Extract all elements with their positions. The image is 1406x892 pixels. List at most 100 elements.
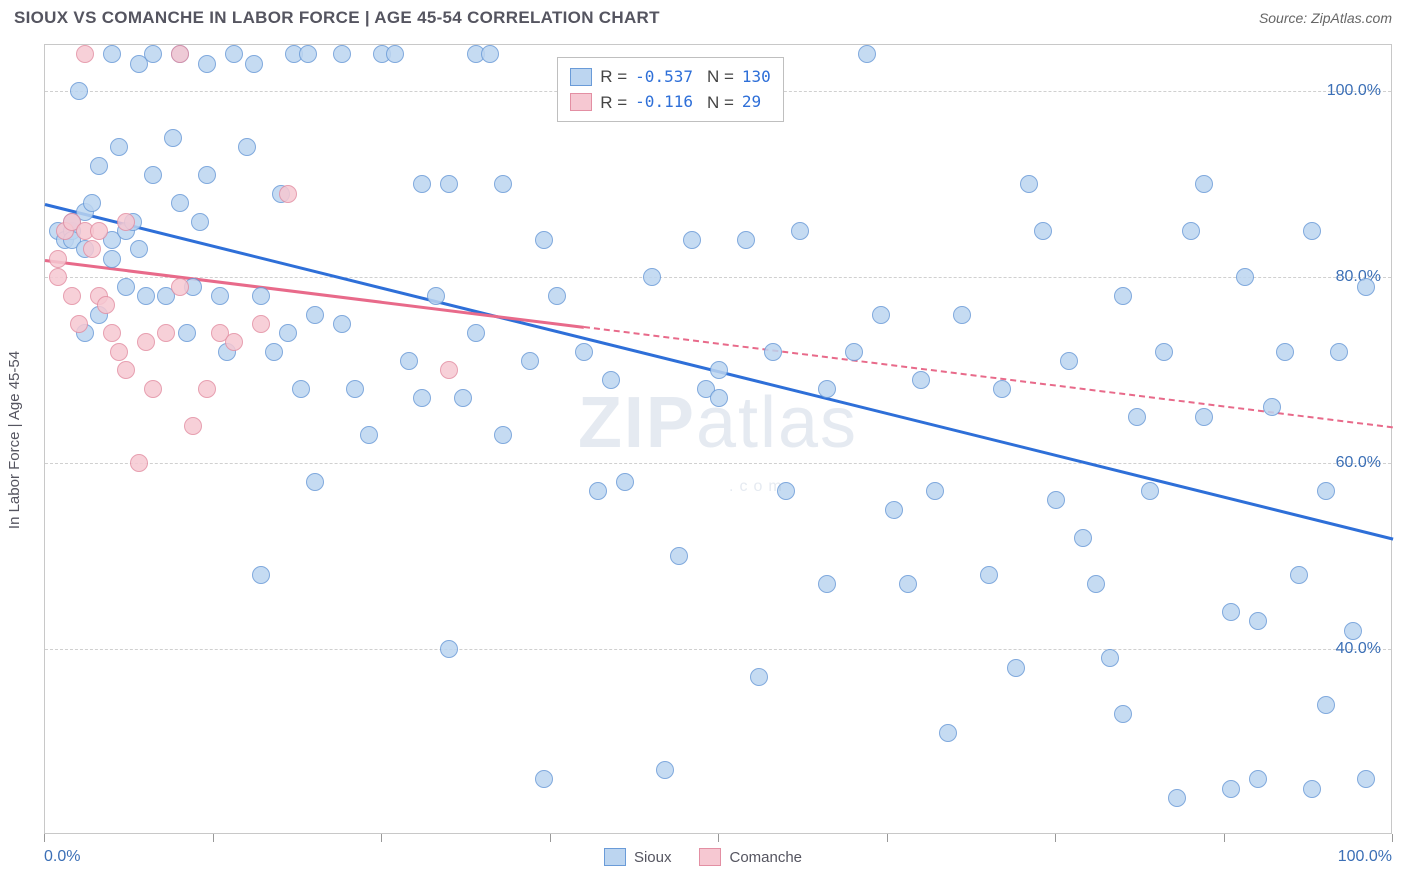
- data-point-comanche: [97, 296, 115, 314]
- data-point-comanche: [171, 278, 189, 296]
- data-point-sioux: [818, 575, 836, 593]
- data-point-sioux: [70, 82, 88, 100]
- data-point-sioux: [1114, 705, 1132, 723]
- data-point-sioux: [1168, 789, 1186, 807]
- data-point-sioux: [144, 45, 162, 63]
- data-point-sioux: [1317, 482, 1335, 500]
- data-point-sioux: [1303, 222, 1321, 240]
- data-point-sioux: [292, 380, 310, 398]
- series-swatch: [570, 68, 592, 86]
- legend-swatch: [699, 848, 721, 866]
- x-tick: [550, 834, 551, 842]
- data-point-sioux: [279, 324, 297, 342]
- data-point-sioux: [1249, 770, 1267, 788]
- gridline: [45, 649, 1391, 650]
- data-point-comanche: [103, 324, 121, 342]
- data-point-comanche: [83, 240, 101, 258]
- data-point-comanche: [49, 250, 67, 268]
- data-point-comanche: [144, 380, 162, 398]
- data-point-sioux: [1249, 612, 1267, 630]
- data-point-sioux: [535, 770, 553, 788]
- data-point-sioux: [245, 55, 263, 73]
- data-point-sioux: [1114, 287, 1132, 305]
- data-point-sioux: [1263, 398, 1281, 416]
- r-value: -0.537: [635, 65, 693, 89]
- legend-item-sioux: Sioux: [604, 848, 672, 866]
- data-point-sioux: [791, 222, 809, 240]
- data-point-sioux: [845, 343, 863, 361]
- data-point-sioux: [980, 566, 998, 584]
- data-point-comanche: [90, 222, 108, 240]
- data-point-sioux: [137, 287, 155, 305]
- data-point-sioux: [1290, 566, 1308, 584]
- data-point-sioux: [710, 361, 728, 379]
- series-legend: Sioux Comanche: [0, 848, 1406, 866]
- n-value: 130: [742, 65, 771, 89]
- data-point-sioux: [346, 380, 364, 398]
- data-point-sioux: [1195, 408, 1213, 426]
- r-label: R =: [600, 64, 627, 90]
- data-point-sioux: [117, 278, 135, 296]
- data-point-sioux: [1155, 343, 1173, 361]
- data-point-sioux: [1060, 352, 1078, 370]
- data-point-comanche: [117, 361, 135, 379]
- data-point-sioux: [413, 175, 431, 193]
- data-point-sioux: [400, 352, 418, 370]
- x-tick: [718, 834, 719, 842]
- data-point-comanche: [130, 454, 148, 472]
- data-point-sioux: [90, 157, 108, 175]
- data-point-sioux: [144, 166, 162, 184]
- source-attribution: Source: ZipAtlas.com: [1259, 10, 1392, 26]
- data-point-sioux: [953, 306, 971, 324]
- data-point-sioux: [1303, 780, 1321, 798]
- data-point-sioux: [939, 724, 957, 742]
- n-label: N =: [707, 90, 734, 116]
- data-point-sioux: [548, 287, 566, 305]
- chart-area: 40.0%60.0%80.0%100.0% ZIPatlas .com R =-…: [44, 44, 1392, 834]
- x-tick: [1392, 834, 1393, 842]
- data-point-sioux: [710, 389, 728, 407]
- data-point-sioux: [993, 380, 1011, 398]
- data-point-sioux: [885, 501, 903, 519]
- data-point-sioux: [333, 315, 351, 333]
- x-tick: [213, 834, 214, 842]
- data-point-comanche: [171, 45, 189, 63]
- r-value: -0.116: [635, 90, 693, 114]
- data-point-sioux: [178, 324, 196, 342]
- data-point-sioux: [589, 482, 607, 500]
- data-point-comanche: [117, 213, 135, 231]
- gridline: [45, 277, 1391, 278]
- correlation-stats-box: R =-0.537N =130R =-0.116N = 29: [557, 57, 784, 122]
- data-point-sioux: [494, 175, 512, 193]
- data-point-sioux: [683, 231, 701, 249]
- data-point-sioux: [252, 287, 270, 305]
- data-point-sioux: [440, 175, 458, 193]
- data-point-sioux: [1330, 343, 1348, 361]
- y-tick-label: 100.0%: [1327, 82, 1381, 100]
- data-point-sioux: [1034, 222, 1052, 240]
- data-point-comanche: [137, 333, 155, 351]
- data-point-sioux: [467, 324, 485, 342]
- data-point-sioux: [616, 473, 634, 491]
- data-point-sioux: [1047, 491, 1065, 509]
- data-point-comanche: [440, 361, 458, 379]
- legend-item-comanche: Comanche: [699, 848, 802, 866]
- data-point-sioux: [333, 45, 351, 63]
- data-point-sioux: [171, 194, 189, 212]
- x-tick: [381, 834, 382, 842]
- data-point-sioux: [1074, 529, 1092, 547]
- x-tick: [1055, 834, 1056, 842]
- r-label: R =: [600, 90, 627, 116]
- data-point-comanche: [110, 343, 128, 361]
- data-point-sioux: [103, 45, 121, 63]
- data-point-comanche: [198, 380, 216, 398]
- data-point-sioux: [858, 45, 876, 63]
- gridline: [45, 463, 1391, 464]
- y-axis-title: In Labor Force | Age 45-54: [6, 351, 23, 529]
- data-point-comanche: [157, 324, 175, 342]
- data-point-sioux: [1276, 343, 1294, 361]
- data-point-sioux: [386, 45, 404, 63]
- x-axis-ticks: [44, 834, 1392, 844]
- data-point-sioux: [912, 371, 930, 389]
- legend-swatch: [604, 848, 626, 866]
